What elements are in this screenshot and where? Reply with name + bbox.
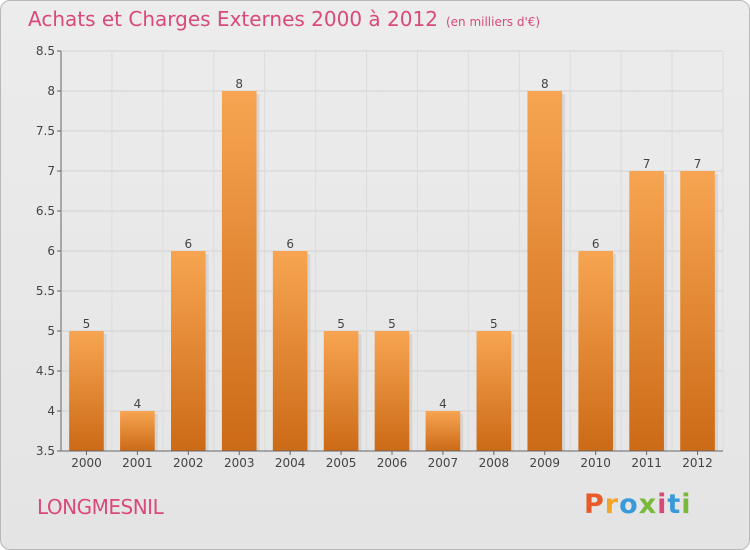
data-label: 8 <box>235 77 243 91</box>
brand-letter: r <box>604 489 620 520</box>
y-tick-label: 7 <box>47 164 55 178</box>
data-label: 6 <box>184 237 192 251</box>
chart-title: Achats et Charges Externes 2000 à 2012 <box>28 7 438 31</box>
bar <box>120 411 155 451</box>
y-tick-label: 4 <box>47 404 55 418</box>
y-tick-label: 7.5 <box>36 124 55 138</box>
data-label: 5 <box>388 317 396 331</box>
y-tick-label: 3.5 <box>36 444 55 458</box>
bar <box>69 331 104 451</box>
location-name: LONGMESNIL <box>37 495 164 519</box>
x-tick-label: 2010 <box>580 456 611 470</box>
data-label: 6 <box>286 237 294 251</box>
x-tick-label: 2011 <box>631 456 662 470</box>
y-tick-label: 5.5 <box>36 284 55 298</box>
bar <box>578 251 614 451</box>
x-tick-label: 2012 <box>682 456 713 470</box>
brand-letter: i <box>681 489 692 520</box>
chart-title-block: Achats et Charges Externes 2000 à 2012 (e… <box>28 7 540 31</box>
y-tick-label: 6 <box>47 244 55 258</box>
brand-letter: i <box>657 489 668 520</box>
bar <box>374 331 410 451</box>
x-tick-label: 2007 <box>428 456 459 470</box>
x-tick-label: 2005 <box>326 456 357 470</box>
data-label: 4 <box>134 397 142 411</box>
x-tick-label: 2006 <box>377 456 408 470</box>
brand-letter: x <box>638 489 658 520</box>
bar <box>629 171 664 451</box>
data-label: 7 <box>643 157 651 171</box>
brand-letter: t <box>667 489 682 520</box>
x-tick-label: 2002 <box>173 456 204 470</box>
x-tick-label: 2000 <box>71 456 102 470</box>
y-tick-label: 6.5 <box>36 204 55 218</box>
bar <box>527 91 563 451</box>
bar <box>221 91 257 451</box>
brand-letter: o <box>619 489 639 520</box>
data-label: 5 <box>337 317 345 331</box>
x-tick-label: 2008 <box>479 456 510 470</box>
x-tick-label: 2003 <box>224 456 255 470</box>
chart-subtitle: (en milliers d'€) <box>445 15 541 29</box>
y-tick-label: 5 <box>47 324 55 338</box>
bar <box>272 251 308 451</box>
bar <box>323 331 359 451</box>
data-label: 8 <box>541 77 549 91</box>
data-label: 6 <box>592 237 600 251</box>
data-label: 7 <box>694 157 702 171</box>
x-tick-label: 2004 <box>275 456 306 470</box>
y-tick-label: 8 <box>47 84 55 98</box>
bar <box>425 411 461 451</box>
brand-letter: P <box>584 489 605 520</box>
x-tick-label: 2001 <box>122 456 153 470</box>
data-label: 4 <box>439 397 447 411</box>
bar <box>476 331 512 451</box>
data-label: 5 <box>83 317 91 331</box>
proxiti-logo[interactable]: Proxiti <box>584 489 692 520</box>
y-tick-label: 4.5 <box>36 364 55 378</box>
data-label: 5 <box>490 317 498 331</box>
bar <box>170 251 206 451</box>
y-tick-label: 8.5 <box>36 44 55 58</box>
bar <box>680 171 715 451</box>
x-tick-label: 2009 <box>529 456 560 470</box>
